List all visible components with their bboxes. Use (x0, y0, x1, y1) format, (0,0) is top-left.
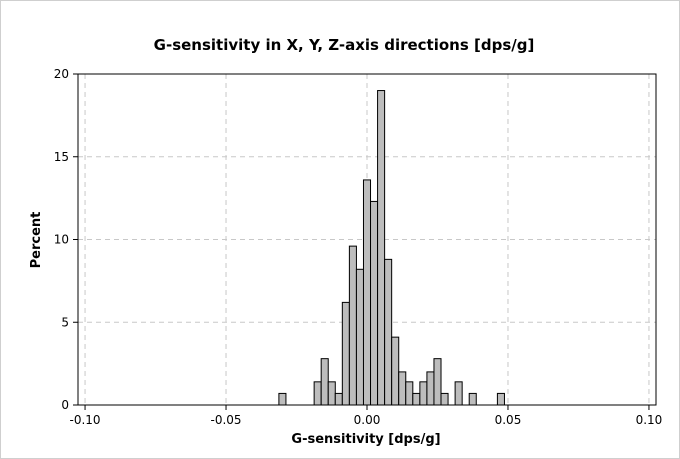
histogram-bar (426, 371, 435, 406)
histogram-bar (468, 392, 477, 406)
histogram-bar (391, 336, 400, 406)
histogram-bar (405, 381, 414, 406)
histogram-bar (419, 381, 428, 406)
x-axis-label: G-sensitivity [dps/g] (291, 432, 440, 447)
x-tick-label: 0.05 (495, 413, 522, 427)
histogram-bar (334, 392, 343, 406)
x-tick-label: 0.10 (636, 413, 663, 427)
chart-title: G-sensitivity in X, Y, Z-axis directions… (154, 36, 535, 54)
histogram-bar (433, 358, 442, 406)
histogram-bar (278, 392, 287, 406)
x-tick-label: -0.05 (210, 413, 241, 427)
histogram-bar (454, 381, 463, 406)
histogram-bar (320, 358, 329, 406)
histogram-bar (313, 381, 322, 406)
y-tick-label: 15 (54, 150, 69, 164)
y-tick-label: 0 (61, 398, 69, 412)
axis-ticks: -0.10 -0.05 0.00 0.05 0.10 0 5 10 15 20 (54, 67, 663, 427)
histogram-bar (362, 179, 372, 406)
histogram-bar (327, 381, 336, 406)
y-tick-label: 5 (61, 315, 69, 329)
histogram-bar (355, 268, 364, 406)
histogram-bar (370, 200, 379, 406)
y-axis-label: Percent (29, 212, 44, 269)
histogram-bar (412, 392, 421, 406)
histogram-bar (341, 301, 350, 406)
histogram-bar (440, 392, 449, 406)
x-tick-label: -0.10 (70, 413, 101, 427)
histogram-bar (377, 90, 386, 406)
x-tick-label: 0.00 (354, 413, 381, 427)
histogram-bar (496, 392, 505, 406)
histogram-bar (384, 258, 393, 406)
histogram-bar (398, 371, 407, 406)
histogram-bar (348, 245, 357, 406)
y-tick-label: 20 (54, 67, 69, 81)
y-tick-label: 10 (54, 233, 69, 247)
